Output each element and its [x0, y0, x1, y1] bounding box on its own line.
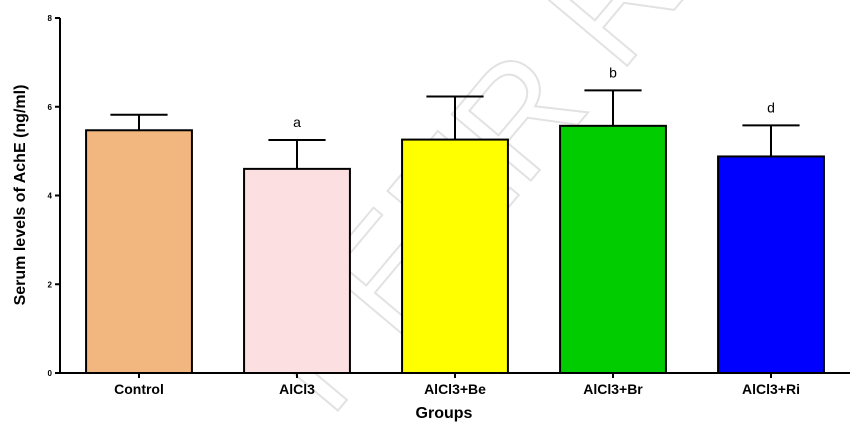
bar — [243, 167, 351, 374]
significance-label: a — [293, 114, 301, 130]
bar — [401, 138, 509, 374]
x-axis-title: Groups — [416, 405, 473, 422]
y-tick-label: 8 — [48, 14, 53, 23]
bar — [559, 124, 667, 374]
x-tick-label: AlCl3+Be — [424, 381, 486, 397]
y-tick-label: 6 — [48, 103, 53, 112]
x-tick-label: AlCl3 — [279, 381, 315, 397]
bar — [85, 129, 193, 374]
x-tick-label: AlCl3+Ri — [742, 381, 800, 397]
x-tick-label: AlCl3+Br — [583, 381, 643, 397]
x-tick-label: Control — [114, 381, 164, 397]
significance-label: d — [767, 99, 775, 115]
y-tick-label: 2 — [48, 280, 53, 289]
significance-label: b — [609, 64, 617, 80]
y-axis-title: Serum levels of AchE (ng/ml) — [12, 85, 29, 306]
bars — [85, 89, 825, 374]
bar — [717, 155, 825, 374]
y-tick-label: 4 — [48, 192, 53, 201]
labels: Control AlCl3 a AlCl3+Be AlCl3+Br b AlCl3+Ri d — [114, 64, 800, 397]
y-tick-label: 0 — [48, 369, 53, 378]
